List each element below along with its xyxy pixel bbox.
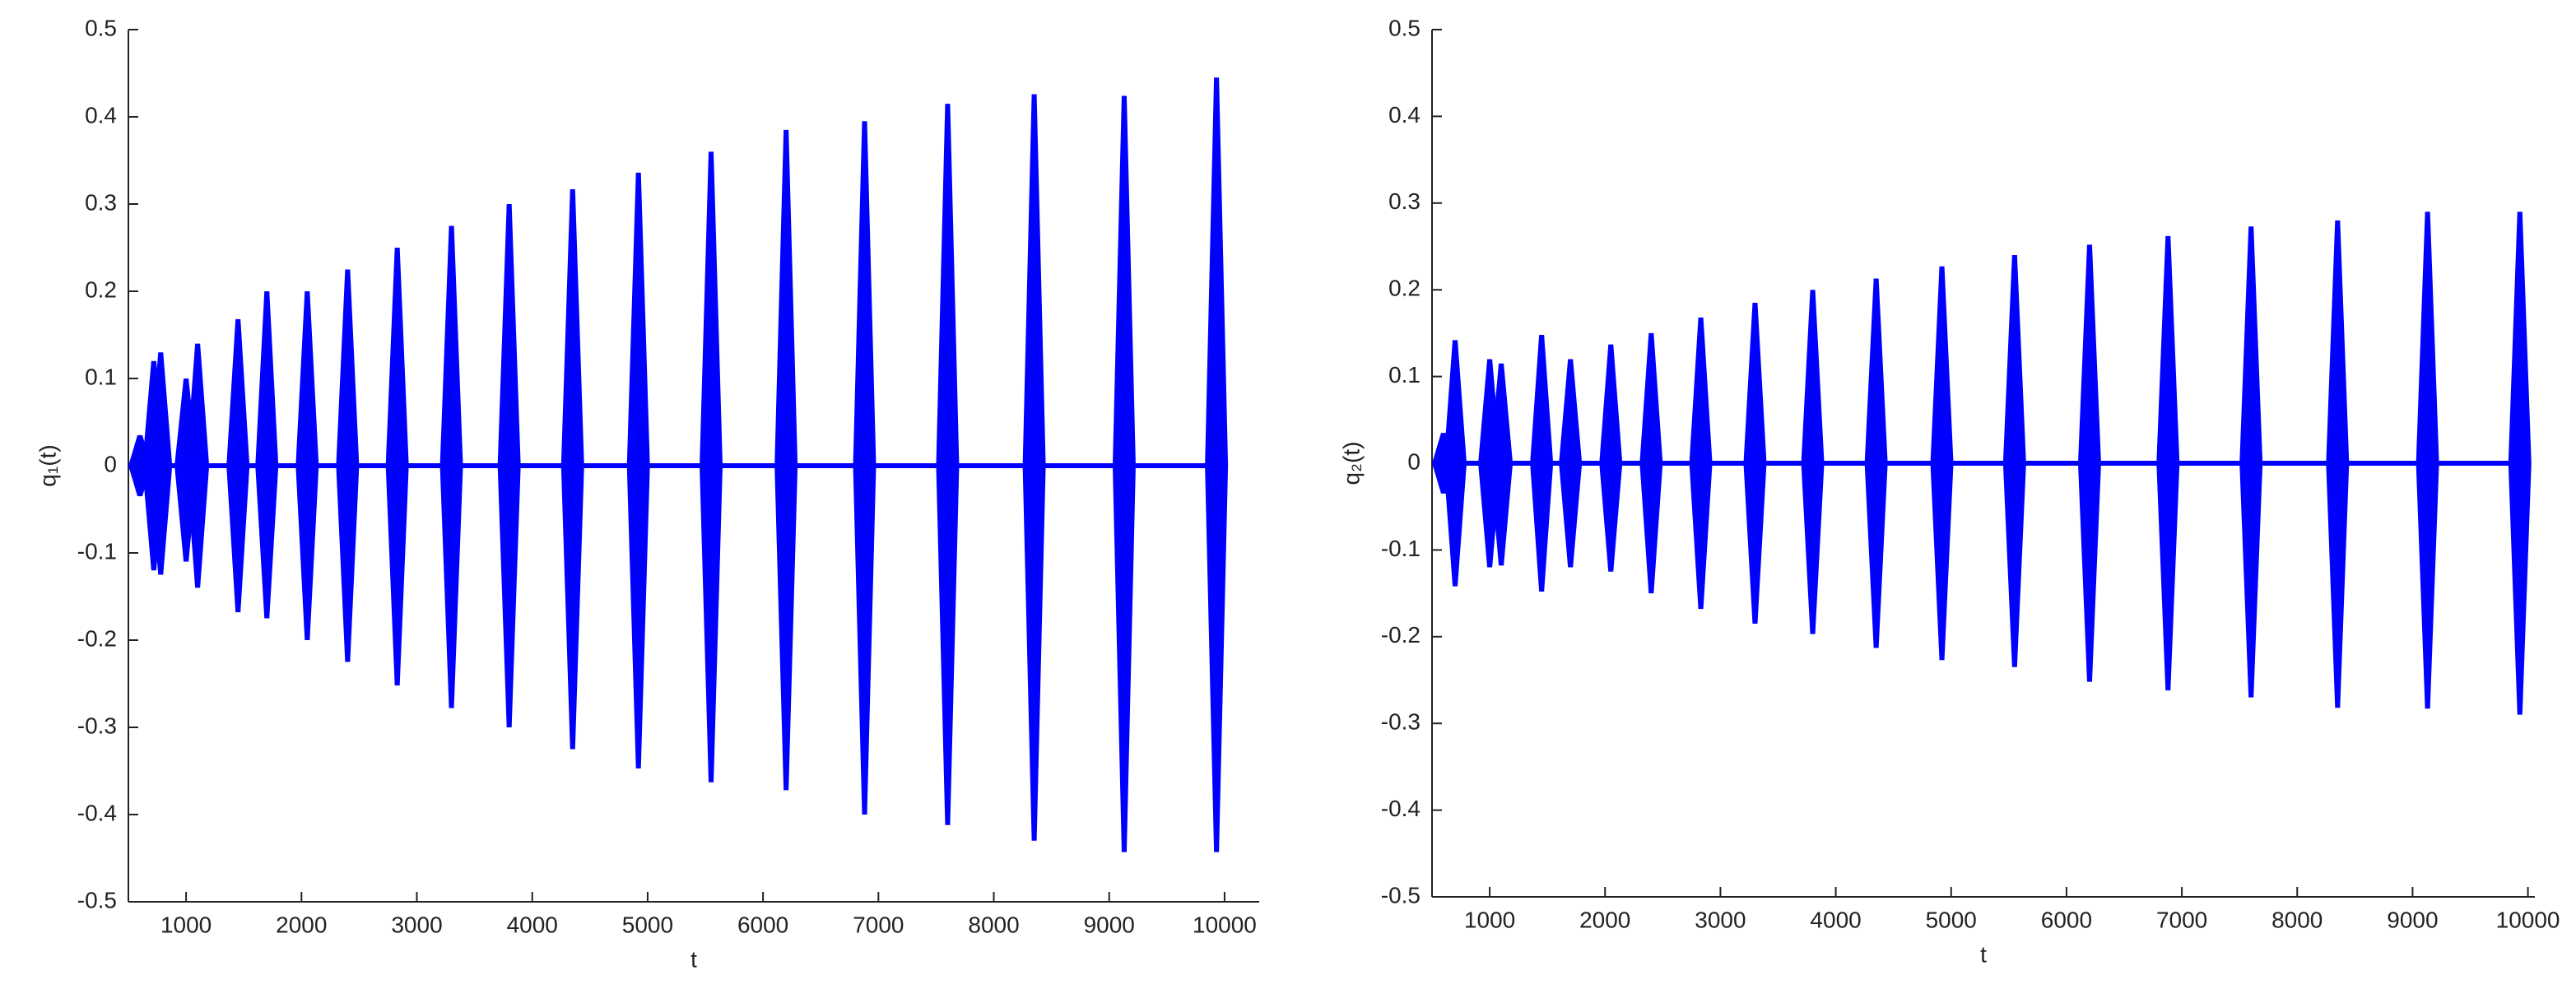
y-tick-label: -0.1 (77, 538, 117, 564)
burst (497, 204, 521, 727)
x-tick-label: 1000 (160, 912, 212, 937)
y-tick-label: 0.2 (85, 276, 117, 302)
x-tick-label: 3000 (1695, 907, 1746, 932)
y-tick-label: 0.3 (1388, 188, 1421, 214)
burst (1559, 359, 1583, 568)
burst (2077, 244, 2101, 682)
burst (1930, 266, 1954, 661)
burst (1864, 278, 1888, 648)
y-tick-label: -0.3 (1381, 709, 1421, 735)
x-tick-label: 1000 (1464, 907, 1515, 932)
burst (1801, 290, 1825, 634)
burst (295, 291, 319, 640)
burst (226, 318, 250, 613)
x-tick-label: 5000 (622, 912, 673, 937)
x-axis-label: t (1980, 941, 1987, 967)
burst (774, 129, 798, 791)
y-tick-label: -0.5 (77, 887, 117, 912)
burst (1112, 95, 1136, 852)
y-tick-label: 0.5 (1388, 15, 1421, 40)
x-axis-label: t (690, 946, 697, 972)
x-tick-label: 7000 (2156, 907, 2207, 932)
x-tick-label: 9000 (2387, 907, 2438, 932)
burst (2326, 220, 2350, 708)
x-tick-label: 4000 (1810, 907, 1861, 932)
x-tick-label: 7000 (853, 912, 904, 937)
x-tick-label: 4000 (507, 912, 558, 937)
x-tick-label: 5000 (1926, 907, 1977, 932)
burst (1444, 340, 1467, 587)
y-tick-label: 0.4 (1388, 102, 1421, 128)
burst (700, 151, 723, 782)
y-tick-label: -0.4 (77, 800, 117, 825)
burst (1599, 344, 1623, 572)
y-tick-label: -0.2 (1381, 622, 1421, 648)
burst (560, 188, 584, 750)
x-tick-label: 9000 (1084, 912, 1135, 937)
y-tick-label: 0.4 (85, 102, 117, 128)
burst (439, 225, 463, 708)
burst (1743, 303, 1767, 624)
x-tick-label: 6000 (737, 912, 788, 937)
burst (1022, 94, 1046, 841)
burst (336, 269, 360, 662)
y-tick-label: -0.2 (77, 625, 117, 651)
y-tick-label: 0.1 (1388, 362, 1421, 388)
y-tick-label: 0 (1407, 448, 1421, 474)
burst (186, 343, 210, 588)
y-tick-label: -0.5 (1381, 882, 1421, 908)
burst (2508, 211, 2532, 715)
y-tick-label: 0 (104, 451, 117, 476)
y-tick-label: 0.1 (85, 364, 117, 389)
x-tick-label: 2000 (276, 912, 327, 937)
burst (2156, 235, 2180, 691)
x-tick-label: 10000 (1193, 912, 1257, 937)
x-tick-label: 8000 (2271, 907, 2323, 932)
x-tick-label: 2000 (1579, 907, 1630, 932)
burst (385, 248, 409, 686)
burst (1205, 77, 1229, 852)
burst (1639, 332, 1663, 594)
burst (149, 352, 173, 575)
y-tick-label: 0.5 (85, 15, 117, 40)
burst (936, 104, 960, 825)
burst (1530, 335, 1554, 592)
y-axis-label: q₁(t) (35, 444, 60, 486)
burst (2239, 226, 2263, 698)
y-tick-label: -0.1 (1381, 536, 1421, 561)
burst (255, 291, 279, 619)
x-tick-label: 6000 (2041, 907, 2092, 932)
x-tick-label: 3000 (391, 912, 442, 937)
burst (626, 172, 650, 768)
x-tick-label: 8000 (968, 912, 1019, 937)
burst (2416, 211, 2439, 709)
burst (1490, 363, 1514, 566)
y-tick-label: 0.2 (1388, 276, 1421, 301)
y-tick-label: 0.3 (85, 189, 117, 215)
y-tick-label: -0.4 (1381, 796, 1421, 821)
burst (853, 121, 876, 815)
burst (2002, 255, 2026, 667)
y-axis-label: q₂(t) (1338, 442, 1364, 485)
y-tick-label: -0.3 (77, 713, 117, 738)
x-tick-label: 10000 (2496, 907, 2560, 932)
burst (1689, 317, 1713, 610)
